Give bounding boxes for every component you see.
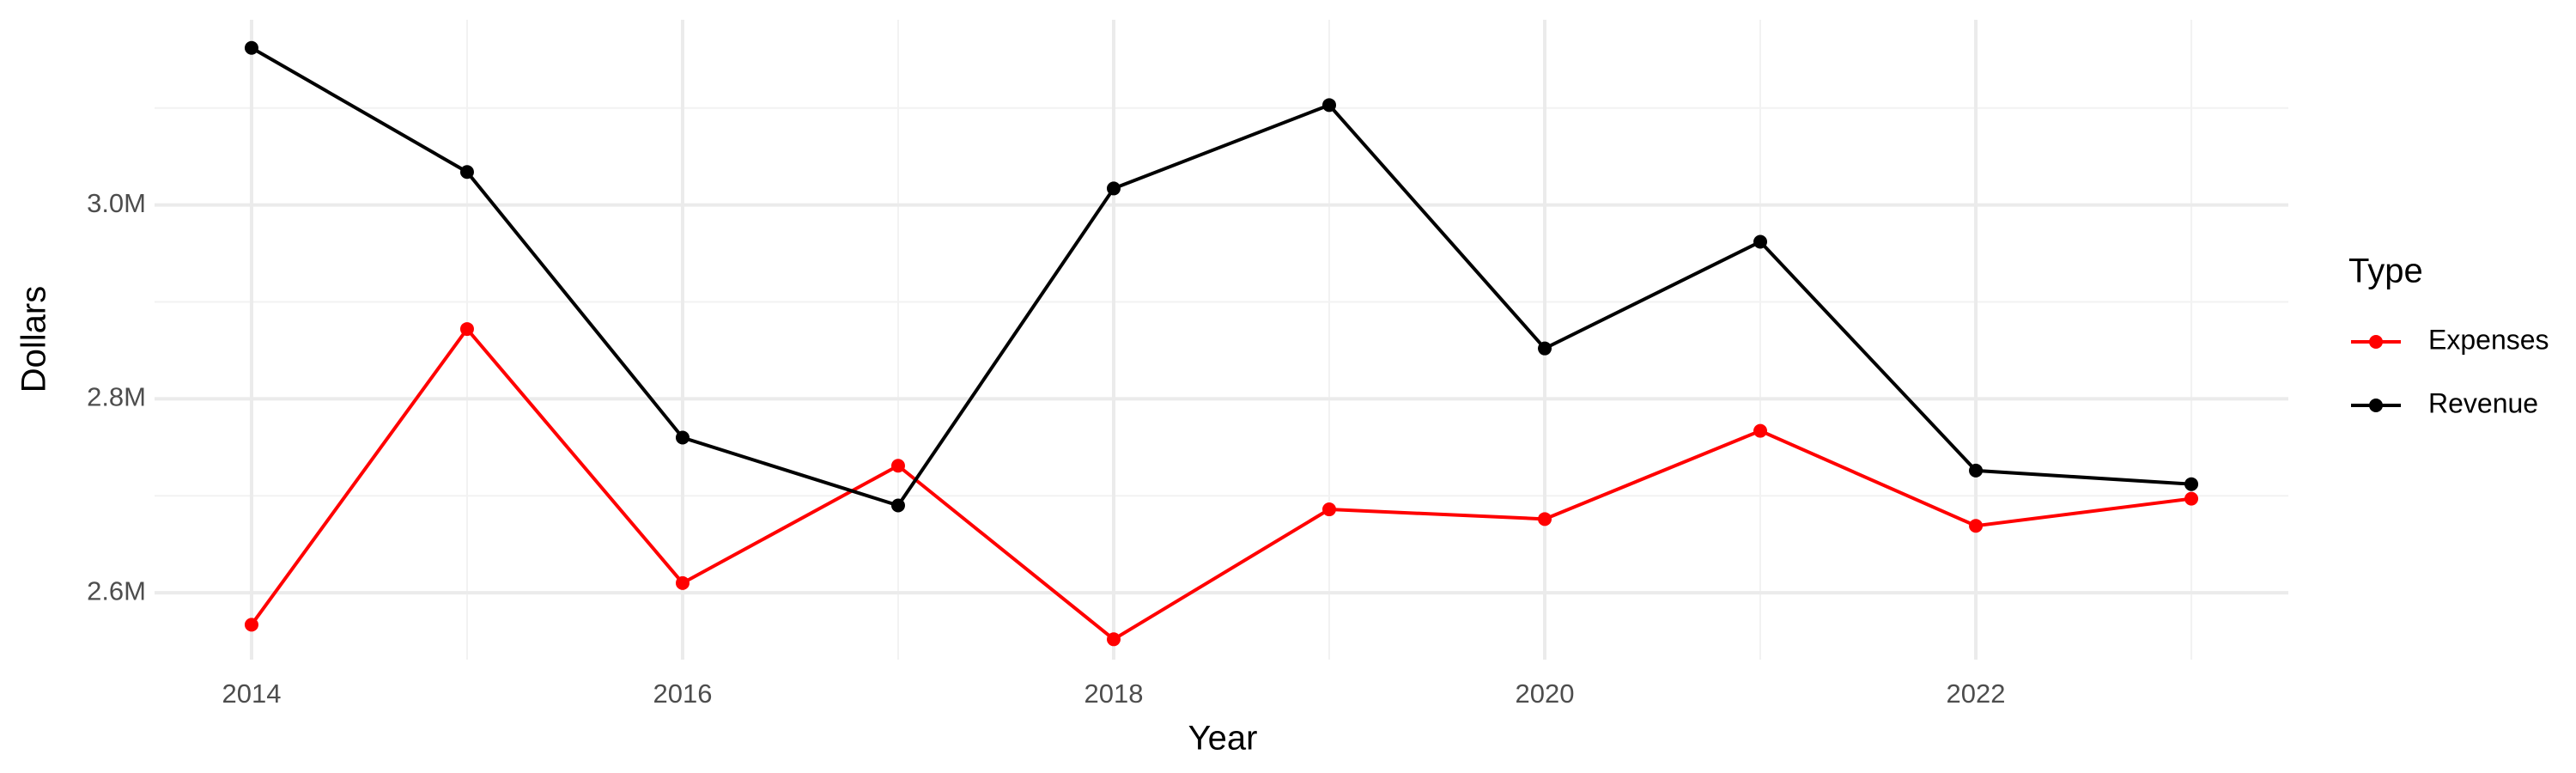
legend-label: Expenses bbox=[2428, 324, 2549, 355]
data-point bbox=[244, 618, 258, 632]
y-tick-label: 2.6M bbox=[87, 575, 146, 606]
data-point bbox=[1969, 463, 1984, 478]
data-point bbox=[244, 40, 258, 55]
data-point bbox=[459, 165, 474, 180]
x-tick-label: 2016 bbox=[653, 679, 712, 709]
data-point bbox=[1753, 234, 1768, 249]
x-tick-label: 2018 bbox=[1084, 679, 1144, 709]
series-line bbox=[250, 46, 2192, 508]
x-tick-label: 2022 bbox=[1947, 679, 2006, 709]
data-point bbox=[1106, 181, 1121, 196]
data-point bbox=[1322, 98, 1337, 113]
data-point bbox=[675, 575, 690, 590]
data-point bbox=[675, 430, 690, 445]
series-line bbox=[250, 326, 2192, 642]
legend-label: Revenue bbox=[2428, 387, 2538, 418]
data-point bbox=[1753, 423, 1768, 438]
data-point bbox=[1106, 632, 1121, 647]
data-point bbox=[459, 322, 474, 337]
x-tick-label: 2014 bbox=[222, 679, 281, 709]
y-tick-label: 2.8M bbox=[87, 382, 146, 412]
data-point bbox=[1322, 502, 1337, 517]
legend-swatch-point bbox=[2369, 335, 2383, 349]
y-axis-title: Dollars bbox=[15, 286, 53, 393]
data-point bbox=[2184, 477, 2199, 491]
data-point bbox=[890, 459, 905, 473]
data-point bbox=[1538, 341, 1552, 356]
data-point bbox=[2184, 491, 2199, 506]
y-tick-label: 3.0M bbox=[87, 188, 146, 218]
legend-title: Type bbox=[2348, 253, 2423, 290]
x-tick-label: 2020 bbox=[1516, 679, 1575, 709]
data-point bbox=[890, 498, 905, 513]
data-point bbox=[1969, 519, 1984, 533]
x-axis-title: Year bbox=[1188, 720, 1258, 758]
data-point bbox=[1538, 512, 1552, 526]
legend-swatch-point bbox=[2369, 399, 2383, 412]
